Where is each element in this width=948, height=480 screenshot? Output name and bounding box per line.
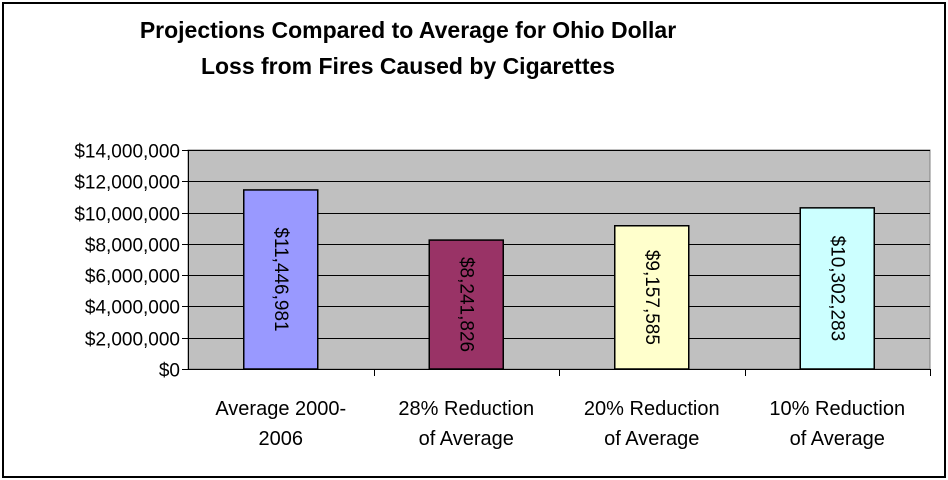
y-tick-label: $12,000,000 [74, 173, 180, 194]
bar [428, 239, 504, 370]
x-category-label: Average 2000- [215, 398, 346, 420]
data-label: $11,446,981 [270, 227, 291, 331]
y-tick-label: $6,000,000 [85, 267, 180, 288]
bar [243, 189, 319, 370]
y-tick-label: $8,000,000 [85, 236, 180, 257]
y-tick-label: $2,000,000 [85, 330, 180, 351]
bar [614, 224, 690, 370]
x-category-label: of Average [790, 428, 885, 450]
chart-title-line-1: Projections Compared to Average for Ohio… [140, 17, 676, 43]
y-tick-label: $14,000,000 [74, 142, 180, 163]
data-label: $8,241,826 [455, 257, 476, 352]
x-category-label: 2006 [259, 428, 304, 450]
plot-area: $0 $2,000,000 $4,000,000 $6,000,000 $8,000,0… [74, 142, 931, 450]
x-category-label: 28% Reduction [398, 398, 534, 420]
x-category-label: 20% Reduction [584, 398, 720, 420]
data-label: $9,157,585 [641, 250, 662, 345]
x-category-label: of Average [419, 428, 514, 450]
y-tick-label: $0 [159, 361, 180, 382]
y-tick-label: $4,000,000 [85, 298, 180, 319]
data-label: $10,302,283 [826, 236, 847, 342]
bar [799, 207, 875, 370]
chart-title-line-2: Loss from Fires Caused by Cigarettes [201, 53, 615, 79]
x-category-label: 10% Reduction [769, 398, 905, 420]
y-tick-label: $10,000,000 [74, 205, 180, 226]
x-category-label: of Average [604, 428, 699, 450]
